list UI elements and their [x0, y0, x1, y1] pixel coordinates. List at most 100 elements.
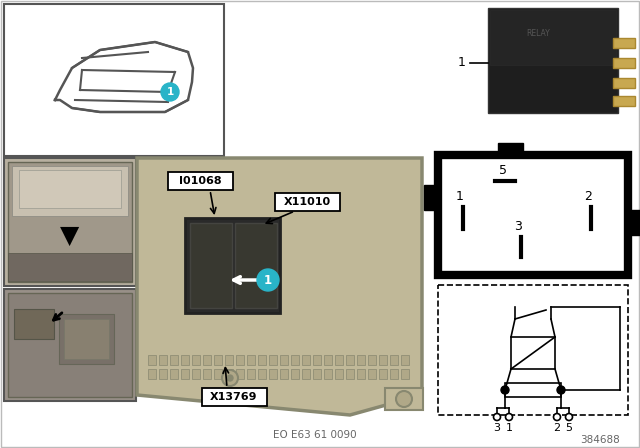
- Bar: [14, 309, 54, 339]
- Bar: [438, 285, 628, 415]
- Bar: [185, 218, 280, 313]
- Text: 3: 3: [493, 423, 500, 433]
- Bar: [192, 369, 200, 379]
- Text: I01068: I01068: [179, 176, 221, 186]
- Bar: [225, 369, 233, 379]
- Circle shape: [501, 386, 509, 394]
- Bar: [192, 355, 200, 365]
- Bar: [159, 369, 167, 379]
- Bar: [202, 388, 267, 406]
- Text: X13769: X13769: [211, 392, 258, 402]
- Bar: [324, 369, 332, 379]
- Bar: [628, 210, 640, 235]
- Circle shape: [566, 414, 573, 421]
- Polygon shape: [137, 158, 422, 415]
- Bar: [291, 369, 299, 379]
- Bar: [148, 369, 156, 379]
- Bar: [170, 355, 178, 365]
- Bar: [498, 143, 523, 157]
- Bar: [401, 369, 409, 379]
- Text: 2: 2: [584, 190, 592, 203]
- Text: X11010: X11010: [284, 197, 331, 207]
- Text: 1: 1: [458, 56, 466, 69]
- Bar: [275, 193, 340, 211]
- Bar: [59, 314, 114, 364]
- Text: 1: 1: [166, 87, 173, 97]
- Bar: [247, 369, 255, 379]
- Text: ▼: ▼: [60, 224, 79, 248]
- Bar: [368, 355, 376, 365]
- Bar: [313, 369, 321, 379]
- Bar: [346, 369, 354, 379]
- Circle shape: [396, 391, 412, 407]
- Bar: [368, 369, 376, 379]
- Bar: [313, 355, 321, 365]
- Bar: [335, 355, 343, 365]
- Circle shape: [227, 375, 233, 381]
- Bar: [401, 355, 409, 365]
- Bar: [8, 253, 132, 281]
- Circle shape: [493, 414, 500, 421]
- Bar: [4, 158, 136, 286]
- Bar: [385, 388, 423, 410]
- Bar: [4, 4, 224, 156]
- Bar: [302, 355, 310, 365]
- Text: RELAY: RELAY: [526, 29, 550, 38]
- Text: 1: 1: [456, 190, 464, 203]
- Bar: [291, 355, 299, 365]
- Bar: [490, 10, 616, 65]
- Bar: [269, 355, 277, 365]
- Bar: [511, 337, 555, 369]
- Bar: [181, 355, 189, 365]
- Bar: [280, 355, 288, 365]
- Bar: [390, 369, 398, 379]
- Bar: [168, 172, 233, 190]
- Text: 5: 5: [566, 423, 573, 433]
- Bar: [148, 355, 156, 365]
- Text: 1: 1: [264, 273, 272, 287]
- Text: 5: 5: [499, 164, 507, 177]
- Bar: [170, 369, 178, 379]
- Text: 1: 1: [506, 423, 513, 433]
- Bar: [379, 369, 387, 379]
- Bar: [324, 355, 332, 365]
- Bar: [190, 223, 232, 308]
- Bar: [335, 369, 343, 379]
- Circle shape: [222, 370, 238, 386]
- Bar: [203, 355, 211, 365]
- Bar: [424, 185, 438, 210]
- Bar: [357, 369, 365, 379]
- Bar: [613, 96, 635, 106]
- Bar: [505, 383, 561, 397]
- Bar: [488, 8, 618, 113]
- Bar: [225, 355, 233, 365]
- Bar: [214, 369, 222, 379]
- Bar: [302, 369, 310, 379]
- Bar: [357, 355, 365, 365]
- Circle shape: [557, 386, 565, 394]
- Bar: [214, 355, 222, 365]
- Bar: [235, 223, 277, 308]
- Bar: [64, 319, 109, 359]
- Bar: [19, 170, 121, 208]
- Circle shape: [506, 414, 513, 421]
- Circle shape: [257, 269, 279, 291]
- Bar: [12, 166, 128, 216]
- Bar: [236, 369, 244, 379]
- Bar: [613, 58, 635, 68]
- Bar: [438, 155, 628, 275]
- Bar: [8, 162, 132, 282]
- Bar: [269, 369, 277, 379]
- Bar: [181, 369, 189, 379]
- Bar: [390, 355, 398, 365]
- Bar: [236, 355, 244, 365]
- Bar: [258, 369, 266, 379]
- Bar: [247, 355, 255, 365]
- Circle shape: [554, 414, 561, 421]
- Text: EO E63 61 0090: EO E63 61 0090: [273, 430, 357, 440]
- Text: 2: 2: [554, 423, 561, 433]
- Bar: [346, 355, 354, 365]
- Bar: [613, 38, 635, 48]
- Bar: [4, 289, 136, 401]
- Bar: [159, 355, 167, 365]
